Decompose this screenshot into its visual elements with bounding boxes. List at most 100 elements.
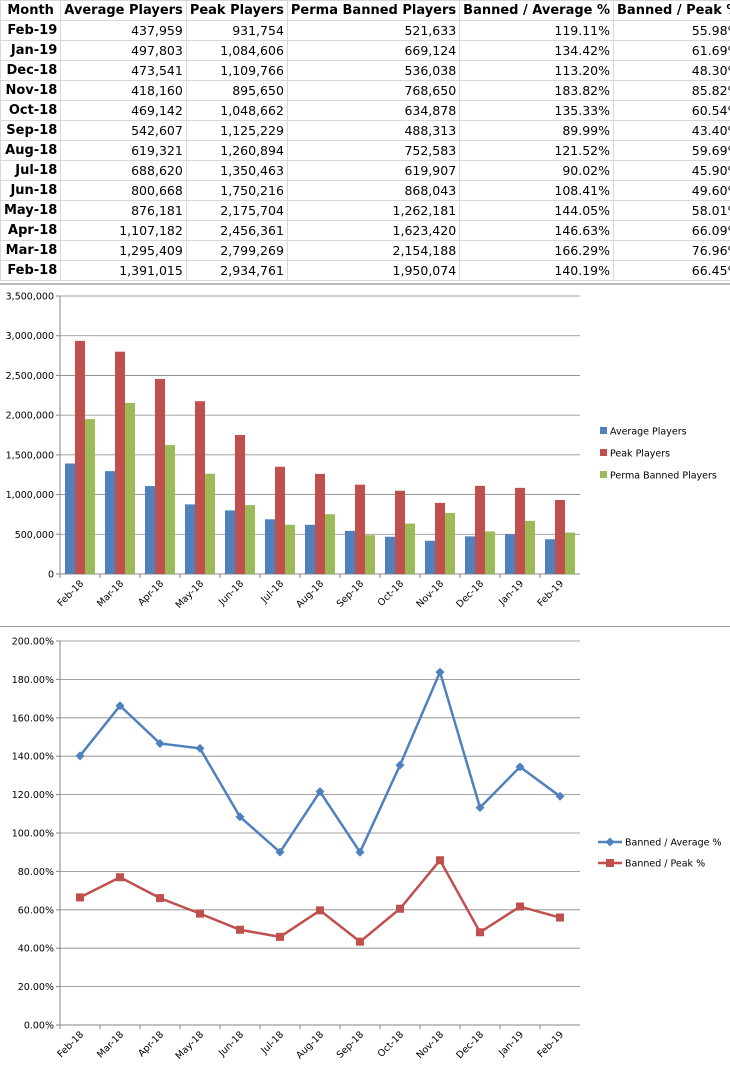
bar-perma-banned-players bbox=[565, 533, 575, 574]
value-cell: 144.05% bbox=[460, 201, 614, 221]
data-point-square bbox=[116, 873, 124, 881]
column-header: Perma Banned Players bbox=[287, 1, 459, 21]
y-tick-label: 100.00% bbox=[12, 829, 54, 840]
value-cell: 1,107,182 bbox=[61, 221, 187, 241]
bar-average-players bbox=[225, 510, 235, 574]
value-cell: 488,313 bbox=[287, 121, 459, 141]
bar-peak-players bbox=[435, 503, 445, 574]
bar-average-players bbox=[185, 504, 195, 574]
bar-peak-players bbox=[315, 474, 325, 574]
y-tick-label: 1,500,000 bbox=[6, 450, 54, 461]
value-cell: 49.60% bbox=[614, 181, 730, 201]
month-cell: Sep-18 bbox=[1, 121, 61, 141]
value-cell: 1,048,662 bbox=[186, 101, 287, 121]
bar-average-players bbox=[465, 536, 475, 574]
y-tick-label: 3,000,000 bbox=[6, 331, 54, 342]
legend-label: Perma Banned Players bbox=[610, 471, 717, 482]
x-tick-label: Oct-18 bbox=[376, 1029, 406, 1059]
value-cell: 183.82% bbox=[460, 81, 614, 101]
column-header: Average Players bbox=[61, 1, 187, 21]
value-cell: 76.96% bbox=[614, 241, 730, 261]
bar-perma-banned-players bbox=[165, 445, 175, 574]
legend-label: Average Players bbox=[610, 427, 687, 438]
bar-peak-players bbox=[355, 485, 365, 574]
value-cell: 931,754 bbox=[186, 21, 287, 41]
x-tick-label: Jul-18 bbox=[259, 1029, 287, 1057]
data-point-square bbox=[436, 856, 444, 864]
bar-average-players bbox=[265, 519, 275, 574]
value-cell: 113.20% bbox=[460, 61, 614, 81]
value-cell: 2,154,188 bbox=[287, 241, 459, 261]
y-tick-label: 0.00% bbox=[24, 1021, 54, 1032]
month-cell: Mar-18 bbox=[1, 241, 61, 261]
bar-peak-players bbox=[155, 379, 165, 574]
y-tick-label: 2,500,000 bbox=[6, 371, 54, 382]
data-point-square bbox=[356, 938, 364, 946]
value-cell: 2,456,361 bbox=[186, 221, 287, 241]
y-tick-label: 40.00% bbox=[18, 944, 54, 955]
bar-average-players bbox=[345, 531, 355, 574]
bar-peak-players bbox=[235, 435, 245, 574]
value-cell: 1,084,606 bbox=[186, 41, 287, 61]
value-cell: 2,175,704 bbox=[186, 201, 287, 221]
value-cell: 876,181 bbox=[61, 201, 187, 221]
bar-peak-players bbox=[555, 500, 565, 574]
y-tick-label: 500,000 bbox=[15, 530, 54, 541]
data-point-square bbox=[556, 914, 564, 922]
x-tick-label: Sep-18 bbox=[335, 1029, 366, 1060]
bar-peak-players bbox=[115, 352, 125, 574]
y-tick-label: 0 bbox=[48, 570, 54, 581]
value-cell: 119.11% bbox=[460, 21, 614, 41]
month-cell: Oct-18 bbox=[1, 101, 61, 121]
y-tick-label: 200.00% bbox=[12, 637, 54, 648]
data-point-square bbox=[156, 894, 164, 902]
x-tick-label: Feb-18 bbox=[55, 1029, 86, 1060]
column-header: Peak Players bbox=[186, 1, 287, 21]
value-cell: 134.42% bbox=[460, 41, 614, 61]
x-tick-label: Sep-18 bbox=[335, 578, 366, 609]
value-cell: 60.54% bbox=[614, 101, 730, 121]
data-point-square bbox=[196, 910, 204, 918]
value-cell: 2,799,269 bbox=[186, 241, 287, 261]
bar-perma-banned-players bbox=[365, 535, 375, 574]
column-header: Banned / Peak % bbox=[614, 1, 730, 21]
value-cell: 1,109,766 bbox=[186, 61, 287, 81]
value-cell: 768,650 bbox=[287, 81, 459, 101]
x-tick-label: Jan-19 bbox=[496, 1029, 526, 1059]
y-tick-label: 140.00% bbox=[12, 752, 54, 763]
data-point-square bbox=[316, 906, 324, 914]
value-cell: 1,750,216 bbox=[186, 181, 287, 201]
value-cell: 619,907 bbox=[287, 161, 459, 181]
legend-swatch bbox=[600, 427, 607, 434]
value-cell: 418,160 bbox=[61, 81, 187, 101]
y-tick-label: 120.00% bbox=[12, 790, 54, 801]
month-cell: Aug-18 bbox=[1, 141, 61, 161]
value-cell: 619,321 bbox=[61, 141, 187, 161]
data-point-diamond bbox=[436, 668, 445, 677]
y-tick-label: 80.00% bbox=[18, 867, 54, 878]
bar-average-players bbox=[65, 464, 75, 574]
value-cell: 1,623,420 bbox=[287, 221, 459, 241]
value-cell: 437,959 bbox=[61, 21, 187, 41]
value-cell: 669,124 bbox=[287, 41, 459, 61]
x-tick-label: Jan-19 bbox=[496, 578, 526, 608]
y-tick-label: 160.00% bbox=[12, 713, 54, 724]
value-cell: 140.19% bbox=[460, 261, 614, 281]
x-tick-label: Jul-18 bbox=[259, 578, 287, 606]
bar-perma-banned-players bbox=[285, 525, 295, 574]
bar-average-players bbox=[145, 486, 155, 574]
value-cell: 688,620 bbox=[61, 161, 187, 181]
value-cell: 146.63% bbox=[460, 221, 614, 241]
value-cell: 1,350,463 bbox=[186, 161, 287, 181]
data-point-square bbox=[516, 903, 524, 911]
